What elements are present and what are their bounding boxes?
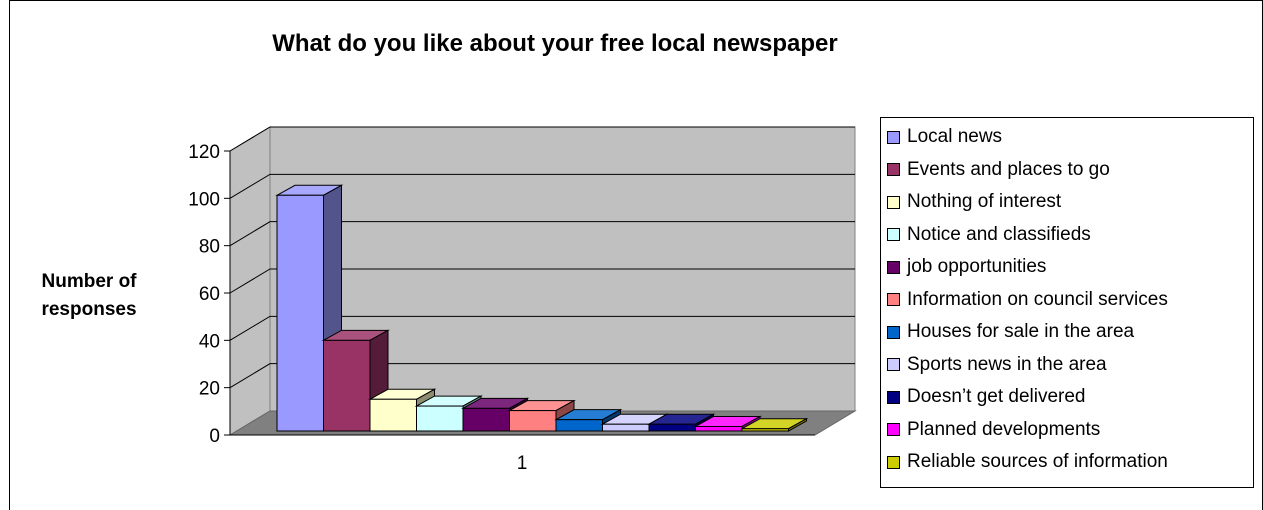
legend-swatch: [887, 260, 900, 274]
legend-item: Notice and classifieds: [887, 222, 1091, 248]
legend-swatch: [887, 423, 900, 436]
legend-label: Doesn’t get delivered: [907, 386, 1086, 407]
legend-item: Reliable sources of information: [887, 449, 1168, 475]
y-axis-label-line-2: responses: [41, 299, 137, 320]
bar-2: [321, 329, 390, 432]
legend-item: Planned developments: [887, 417, 1100, 443]
legend-item: Local news: [887, 124, 1002, 150]
gridline: [229, 126, 855, 152]
y-tick-label: 100: [188, 189, 220, 210]
gridline: [229, 221, 855, 247]
legend-label: Reliable sources of information: [907, 451, 1168, 472]
legend-swatch: [887, 390, 900, 404]
bar-front: [555, 419, 603, 432]
legend-swatch: [887, 325, 900, 339]
y-tick-label: 60: [199, 284, 220, 305]
legend-label: Notice and classifieds: [907, 223, 1091, 245]
bar-front: [462, 407, 510, 432]
y-axis-label-line-1: Number of: [41, 271, 137, 292]
legend-swatch: [887, 228, 900, 241]
legend-item: Houses for sale in the area: [887, 319, 1134, 345]
legend-item: Events and places to go: [887, 157, 1110, 183]
legend-label: Nothing of interest: [907, 191, 1062, 212]
bar-front: [741, 428, 789, 432]
bar-front: [323, 339, 371, 432]
legend-label: Local news: [907, 126, 1003, 147]
legend-label: Information on council services: [907, 288, 1168, 310]
bar-front: [648, 423, 696, 432]
legend-label: Sports news in the area: [907, 353, 1107, 375]
y-tick-label: 40: [199, 331, 220, 352]
y-tick-label: 20: [199, 379, 220, 400]
x-tick-label: 1: [517, 453, 528, 474]
chart-title: What do you like about your free local n…: [272, 30, 838, 57]
gridline: [229, 173, 855, 199]
y-axis-label: Number of responses: [14, 268, 164, 324]
bar-front: [602, 423, 650, 432]
bar-front: [276, 194, 324, 432]
y-tick-label: 80: [199, 237, 220, 258]
bar-front: [509, 410, 557, 432]
y-tick-label: 0: [209, 426, 220, 447]
gridline: [229, 268, 855, 294]
legend-item: Nothing of interest: [887, 189, 1061, 215]
legend-swatch: [887, 195, 900, 209]
legend-label: Events and places to go: [907, 158, 1110, 180]
legend-swatch: [887, 130, 900, 144]
legend-swatch: [887, 358, 900, 371]
legend-item: job opportunities: [887, 254, 1046, 280]
gridline: [229, 315, 855, 341]
bar-front: [695, 425, 743, 432]
gridline: [229, 363, 855, 389]
y-tick-label: 120: [188, 142, 220, 163]
legend-item: Doesn’t get delivered: [887, 384, 1086, 410]
legend-label: job opportunities: [907, 256, 1047, 277]
bar-front: [416, 405, 464, 432]
legend-label: Houses for sale in the area: [907, 321, 1135, 342]
legend-item: Sports news in the area: [887, 352, 1107, 378]
chart-legend: Local news Events and places to go Nothing…: [880, 117, 1254, 488]
legend-item: Information on council services: [887, 287, 1168, 313]
legend-swatch: [887, 455, 900, 469]
bar-11: [740, 417, 809, 432]
legend-swatch: [887, 163, 900, 176]
bar-front: [369, 398, 417, 432]
legend-swatch: [887, 293, 900, 306]
legend-label: Planned developments: [907, 418, 1101, 440]
